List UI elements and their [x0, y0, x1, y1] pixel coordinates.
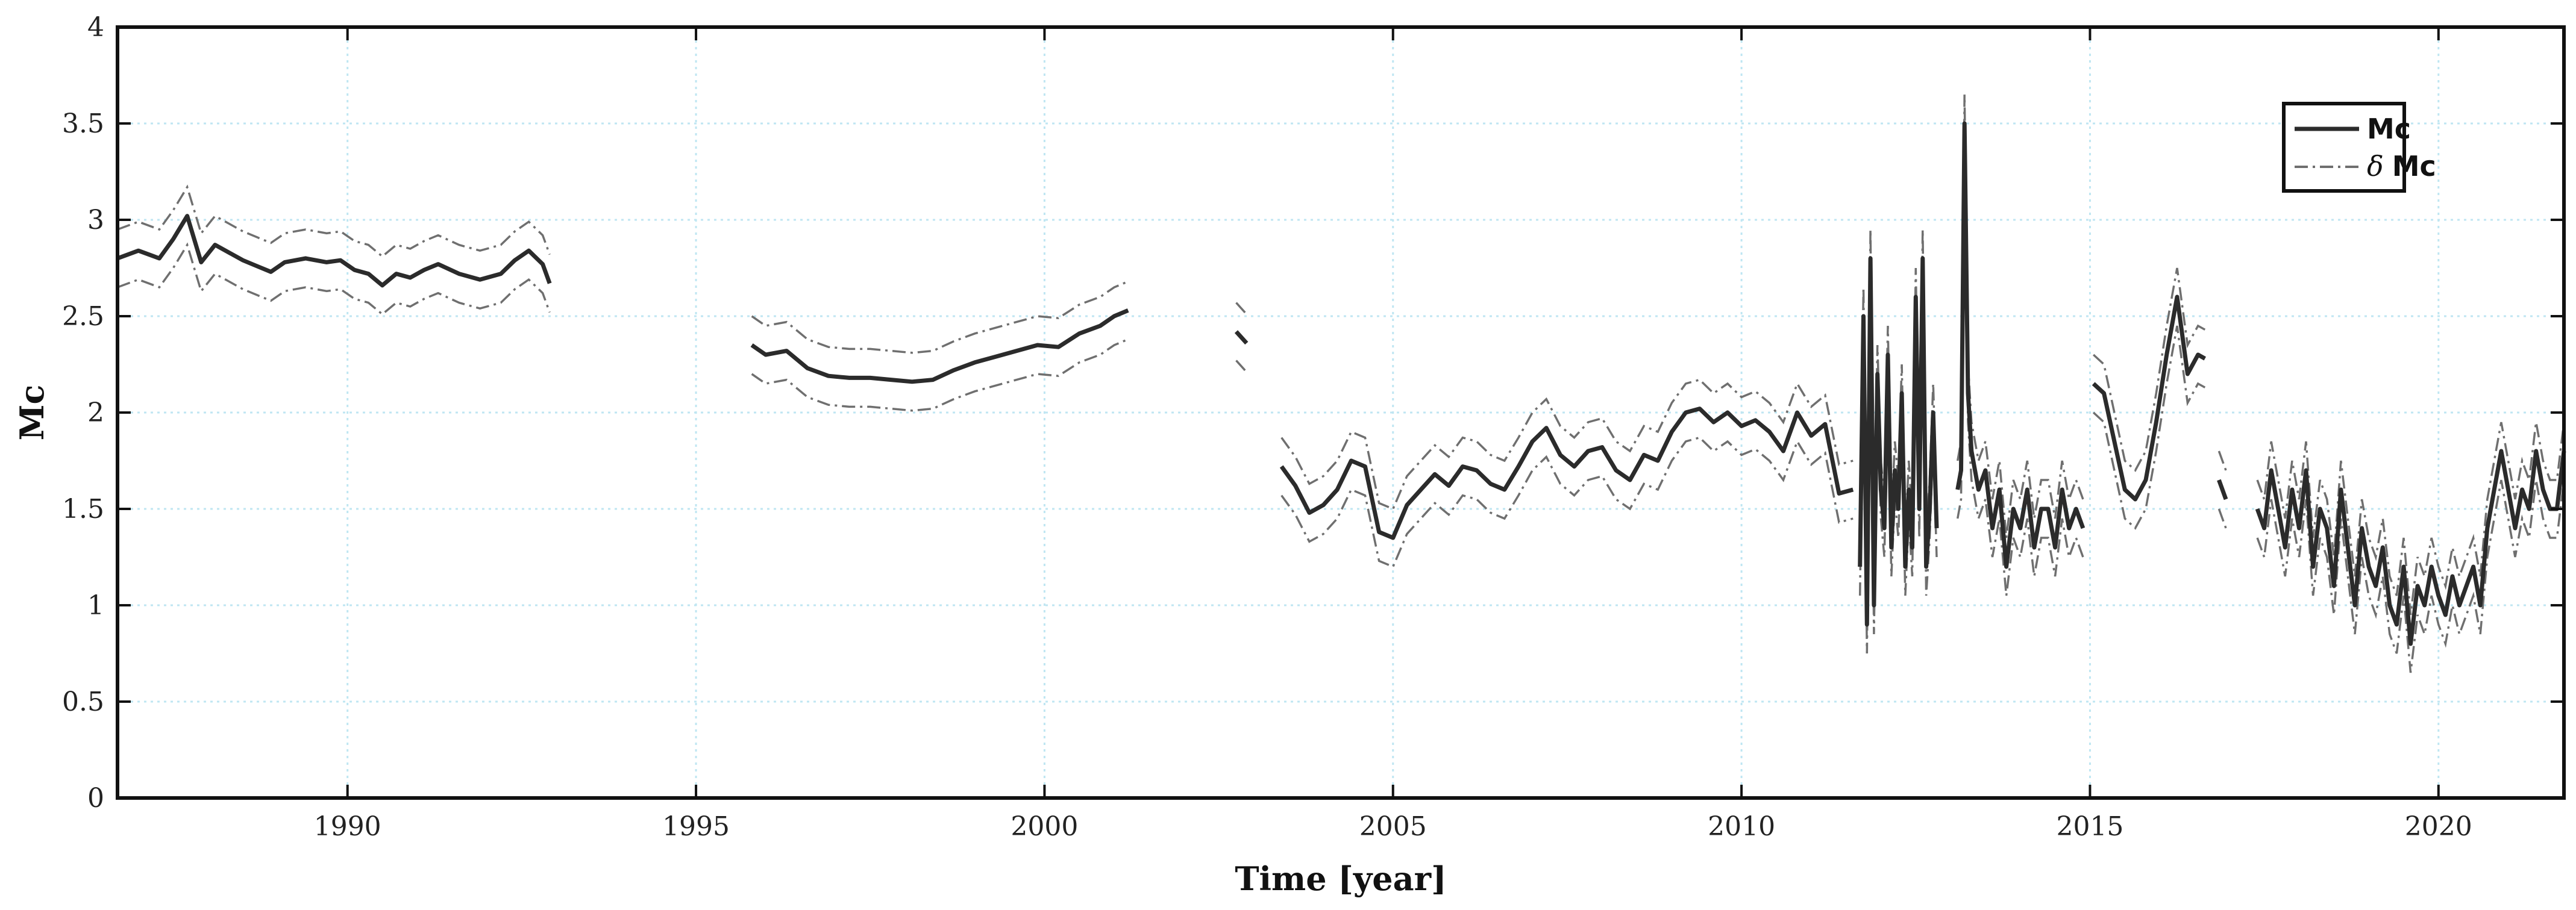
legend-delta-text: Mc — [2392, 150, 2436, 182]
x-tick-label: 2005 — [1359, 811, 1427, 842]
delta-mc-lower-line — [1235, 360, 1248, 373]
mc-line — [1279, 407, 1854, 540]
x-tick-label: 1990 — [314, 811, 381, 842]
mc-line — [1955, 121, 2086, 569]
y-axis-label: Mc — [13, 385, 51, 441]
mc-line — [116, 214, 552, 288]
x-tick-label: 1995 — [662, 811, 730, 842]
mc-line — [2092, 295, 2206, 502]
delta-mc-upper-line — [2093, 267, 2206, 472]
x-axis-label: Time [year] — [1235, 859, 1446, 898]
delta-mc-upper-line — [1235, 302, 1248, 315]
x-tick-label: 2010 — [1708, 811, 1775, 842]
x-tick-label: 2020 — [2405, 811, 2472, 842]
delta-mc-lower-line — [2217, 508, 2227, 529]
delta-mc-upper-line — [751, 280, 1129, 354]
x-tick-label: 2015 — [2056, 811, 2123, 842]
y-tick-label: 0.5 — [62, 687, 104, 717]
y-tick-label: 1 — [87, 590, 104, 621]
legend-delta-label: δ Mc — [2367, 150, 2436, 182]
delta-mc-lower-line — [1280, 436, 1854, 569]
delta-mc-lower-line — [2093, 325, 2206, 530]
delta-mc-lower-line — [751, 338, 1129, 412]
delta-mc-upper-line — [117, 184, 551, 258]
grid — [118, 27, 2564, 798]
legend: Mc δ Mc — [2282, 102, 2436, 193]
y-tick-label: 1.5 — [62, 494, 104, 525]
delta-mc-upper-line — [1280, 378, 1854, 511]
delta-mc-upper-line — [2256, 422, 2565, 615]
delta-mc-lower-line — [2256, 479, 2565, 673]
y-tick-label: 2 — [87, 397, 104, 428]
delta-mc-upper-line — [1956, 94, 2084, 538]
delta-mc-lower-line — [117, 242, 551, 316]
mc-line — [2217, 479, 2228, 500]
mc-line — [750, 308, 1129, 384]
ticks: 1990 1995 2000 2005 2010 2015 2020 0 0.5 1 1.5 2 2.5… — [62, 12, 2564, 842]
delta-mc-upper-line — [2217, 450, 2227, 471]
mc-line — [1858, 256, 1939, 627]
legend-box — [2282, 102, 2406, 193]
legend-mc-label: Mc — [2367, 113, 2411, 145]
mc-line — [1234, 330, 1249, 345]
series-layer — [116, 94, 2566, 673]
y-tick-label: 2.5 — [62, 301, 104, 332]
y-tick-label: 3 — [87, 205, 104, 235]
y-tick-label: 3.5 — [62, 108, 104, 139]
y-tick-label: 0 — [87, 783, 104, 814]
mc-line — [2255, 449, 2566, 646]
delta-mc-lower-line — [1956, 152, 2084, 596]
x-tick-label: 2000 — [1011, 811, 1078, 842]
legend-delta-symbol: δ — [2367, 150, 2384, 182]
y-tick-label: 4 — [87, 12, 104, 43]
